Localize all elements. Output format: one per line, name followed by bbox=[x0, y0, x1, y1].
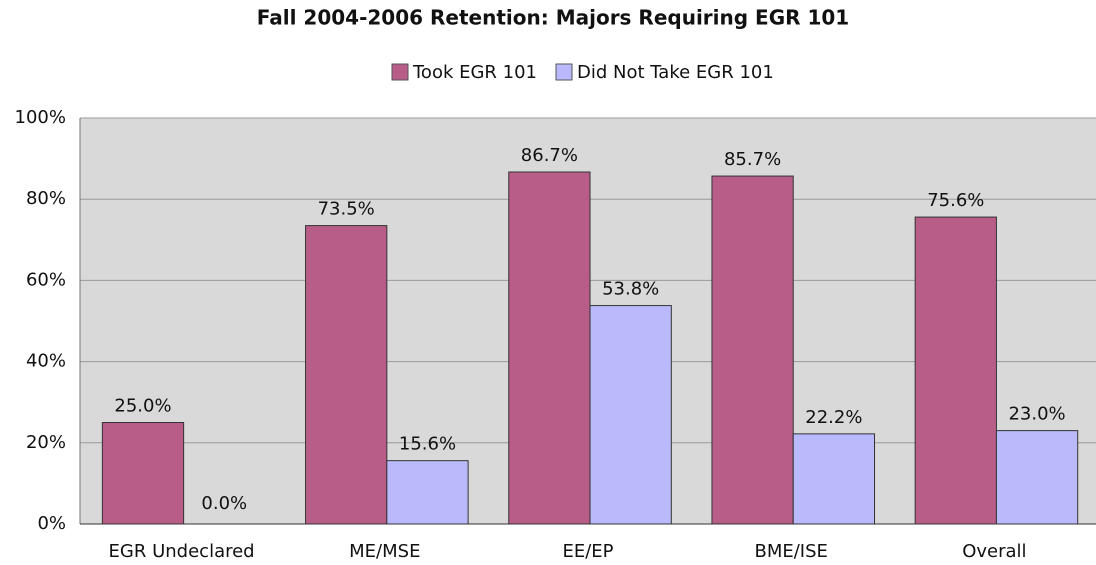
legend-label: Did Not Take EGR 101 bbox=[577, 62, 774, 83]
value-label: 15.6% bbox=[399, 434, 456, 455]
bar bbox=[995, 430, 1079, 525]
bar bbox=[101, 422, 185, 525]
x-tick-label: EE/EP bbox=[562, 541, 613, 562]
x-tick-label: EGR Undeclared bbox=[109, 541, 255, 562]
y-tick-label: 0% bbox=[37, 513, 66, 534]
bar bbox=[508, 171, 591, 525]
y-tick-label: 80% bbox=[26, 188, 66, 209]
x-tick-label: BME/ISE bbox=[754, 541, 827, 562]
x-tick-label: Overall bbox=[962, 541, 1026, 562]
legend-swatch bbox=[391, 63, 409, 81]
value-label: 53.8% bbox=[602, 279, 659, 300]
bar bbox=[914, 216, 997, 525]
value-label: 73.5% bbox=[318, 199, 375, 220]
value-label: 0.0% bbox=[201, 493, 247, 514]
y-tick-label: 60% bbox=[26, 269, 66, 290]
bar bbox=[589, 305, 672, 525]
value-label: 75.6% bbox=[927, 190, 984, 211]
value-label: 25.0% bbox=[114, 396, 171, 417]
y-tick-label: 100% bbox=[15, 107, 66, 128]
value-label: 23.0% bbox=[1008, 404, 1065, 425]
legend-label: Took EGR 101 bbox=[412, 62, 537, 83]
bar bbox=[305, 225, 388, 525]
y-tick-label: 20% bbox=[26, 432, 66, 453]
bar bbox=[711, 175, 794, 525]
y-tick-label: 40% bbox=[26, 351, 66, 372]
value-label: 86.7% bbox=[521, 145, 578, 166]
bar bbox=[792, 433, 876, 525]
x-tick-label: ME/MSE bbox=[349, 541, 420, 562]
bar bbox=[386, 460, 469, 525]
chart-title: Fall 2004-2006 Retention: Majors Requiri… bbox=[257, 6, 849, 30]
legend-swatch bbox=[555, 63, 573, 81]
value-label: 22.2% bbox=[805, 407, 862, 428]
value-label: 85.7% bbox=[724, 149, 781, 170]
